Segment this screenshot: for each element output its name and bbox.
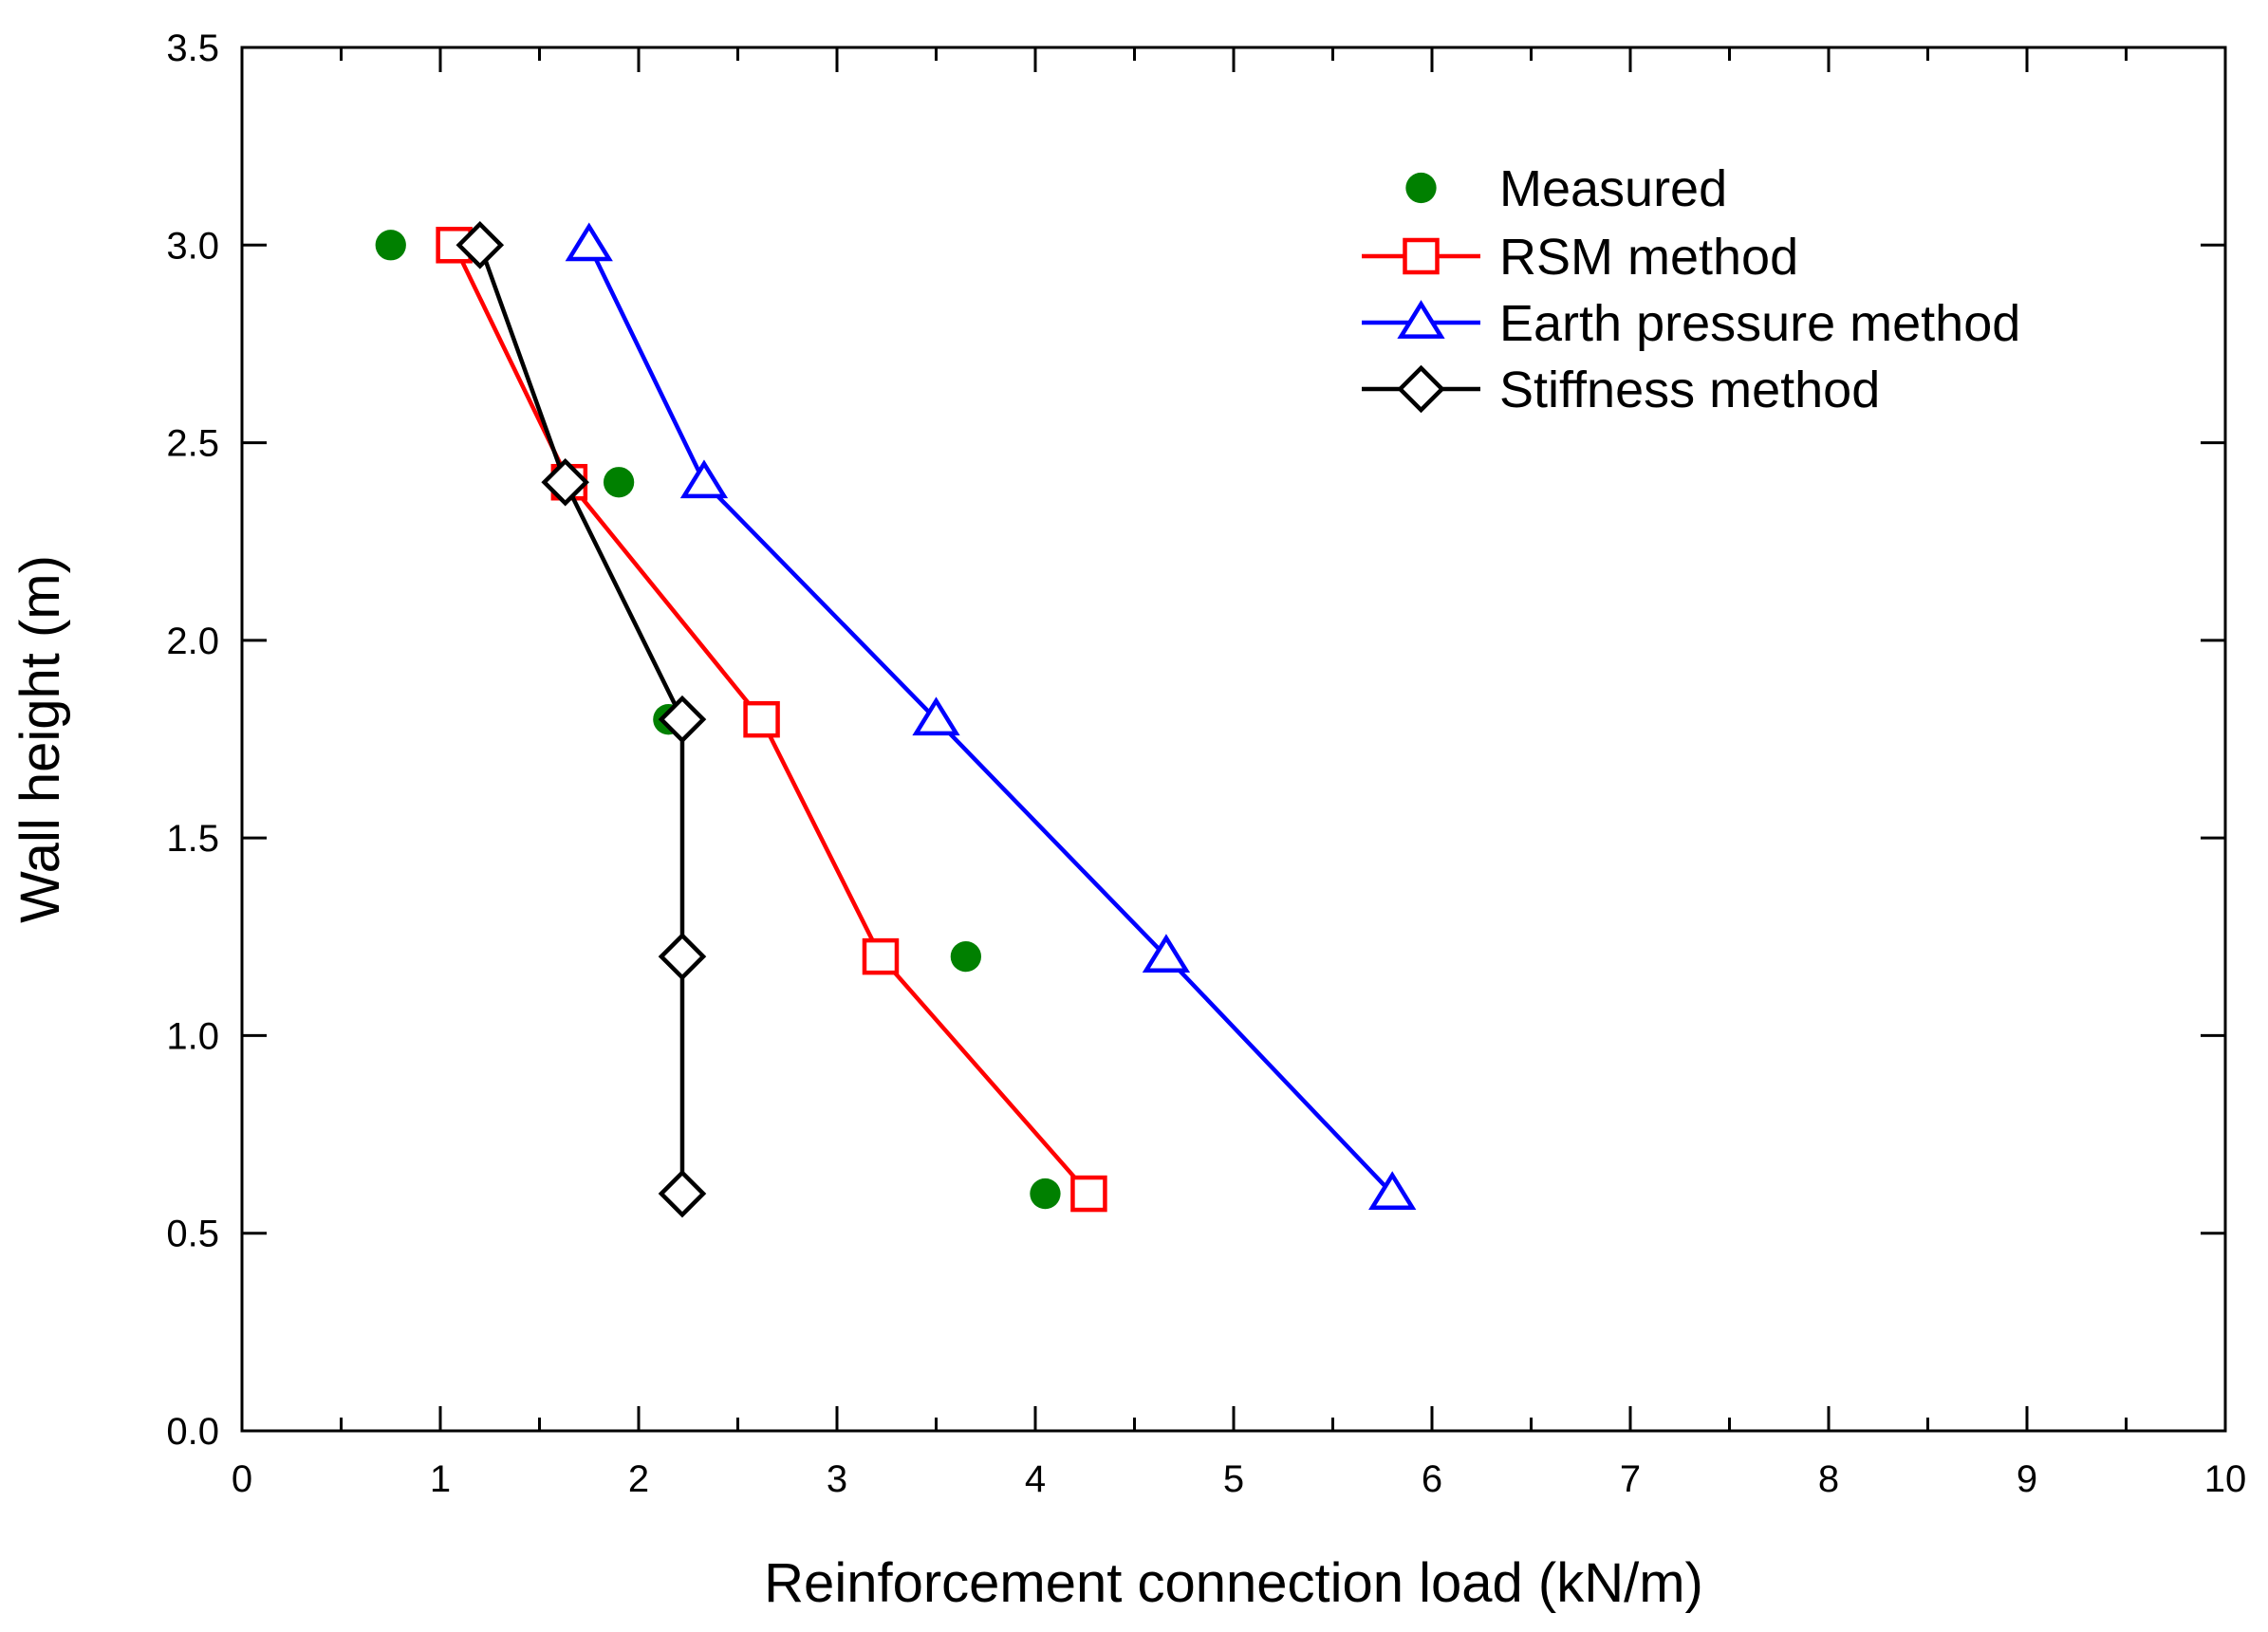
x-tick-label: 4 [1025, 1458, 1046, 1500]
plot-frame [240, 46, 2227, 1433]
data-point [455, 221, 505, 269]
legend-entry: Stiffness method [1362, 362, 1880, 418]
x-tick-labels: 0 1 2 3 4 5 6 7 8 9 10 [232, 1458, 2246, 1500]
y-tick-label: 2.0 [166, 621, 219, 662]
data-point [658, 932, 707, 981]
x-tick-label: 7 [1620, 1458, 1641, 1500]
y-tick-label: 0.0 [166, 1411, 219, 1453]
data-point [1030, 1178, 1061, 1210]
y-tick-label: 0.5 [166, 1214, 219, 1255]
legend-marker [1403, 237, 1440, 275]
data-point [1070, 1175, 1107, 1213]
data-point [603, 467, 635, 498]
legend-label: Stiffness method [1499, 362, 1880, 418]
data-point [743, 700, 780, 738]
x-tick-label: 2 [628, 1458, 649, 1500]
legend-marker [1397, 364, 1445, 414]
axis-ticks [242, 47, 2225, 1431]
data-point [375, 230, 406, 261]
data-point [1142, 934, 1191, 974]
series-line [477, 244, 685, 1195]
data-point [862, 937, 900, 975]
y-tick-label: 1.5 [166, 818, 219, 860]
legend-entry: Earth pressure method [1362, 295, 2020, 352]
y-axis-title: Wall height (m) [9, 555, 71, 923]
legend-label: Measured [1499, 160, 1727, 217]
series-earth-pressure-method [565, 222, 1417, 1210]
legend-marker [1405, 172, 1437, 204]
data-point [950, 940, 981, 973]
data-point [679, 459, 729, 499]
series-layer [375, 221, 1417, 1218]
data-point [658, 695, 707, 744]
y-tick-label: 2.5 [166, 423, 219, 465]
legend-entry: Measured [1405, 160, 1727, 217]
y-tick-label: 3.5 [166, 28, 219, 69]
x-tick-label: 9 [2017, 1458, 2037, 1500]
legend-entry: RSM method [1362, 229, 1798, 286]
x-tick-label: 8 [1818, 1458, 1839, 1500]
legend-label: RSM method [1499, 229, 1798, 286]
x-tick-label: 6 [1422, 1458, 1442, 1500]
legend-marker [1397, 300, 1445, 339]
legend-label: Earth pressure method [1499, 295, 2020, 352]
x-tick-label: 1 [430, 1458, 451, 1500]
y-tick-labels: 0.0 0.5 1.0 1.5 2.0 2.5 3.0 3.5 [166, 28, 219, 1453]
data-point [658, 1169, 707, 1218]
data-point [541, 457, 589, 507]
series-stiffness-method [455, 221, 707, 1218]
series-rsm-method [436, 227, 1107, 1213]
data-point [1368, 1171, 1417, 1210]
y-tick-label: 3.0 [166, 225, 219, 267]
x-tick-label: 10 [2204, 1458, 2247, 1500]
series-line [586, 244, 1394, 1196]
x-tick-label: 5 [1223, 1458, 1244, 1500]
x-axis-title: Reinforcement connection load (kN/m) [764, 1552, 1703, 1614]
legend: Measured RSM method Earth pressure method S… [1362, 160, 2020, 418]
data-point [912, 696, 960, 736]
x-tick-label: 0 [232, 1458, 252, 1500]
y-tick-label: 1.0 [166, 1015, 219, 1057]
x-tick-label: 3 [827, 1458, 847, 1500]
series-measured [375, 230, 1061, 1210]
data-point [565, 222, 613, 262]
